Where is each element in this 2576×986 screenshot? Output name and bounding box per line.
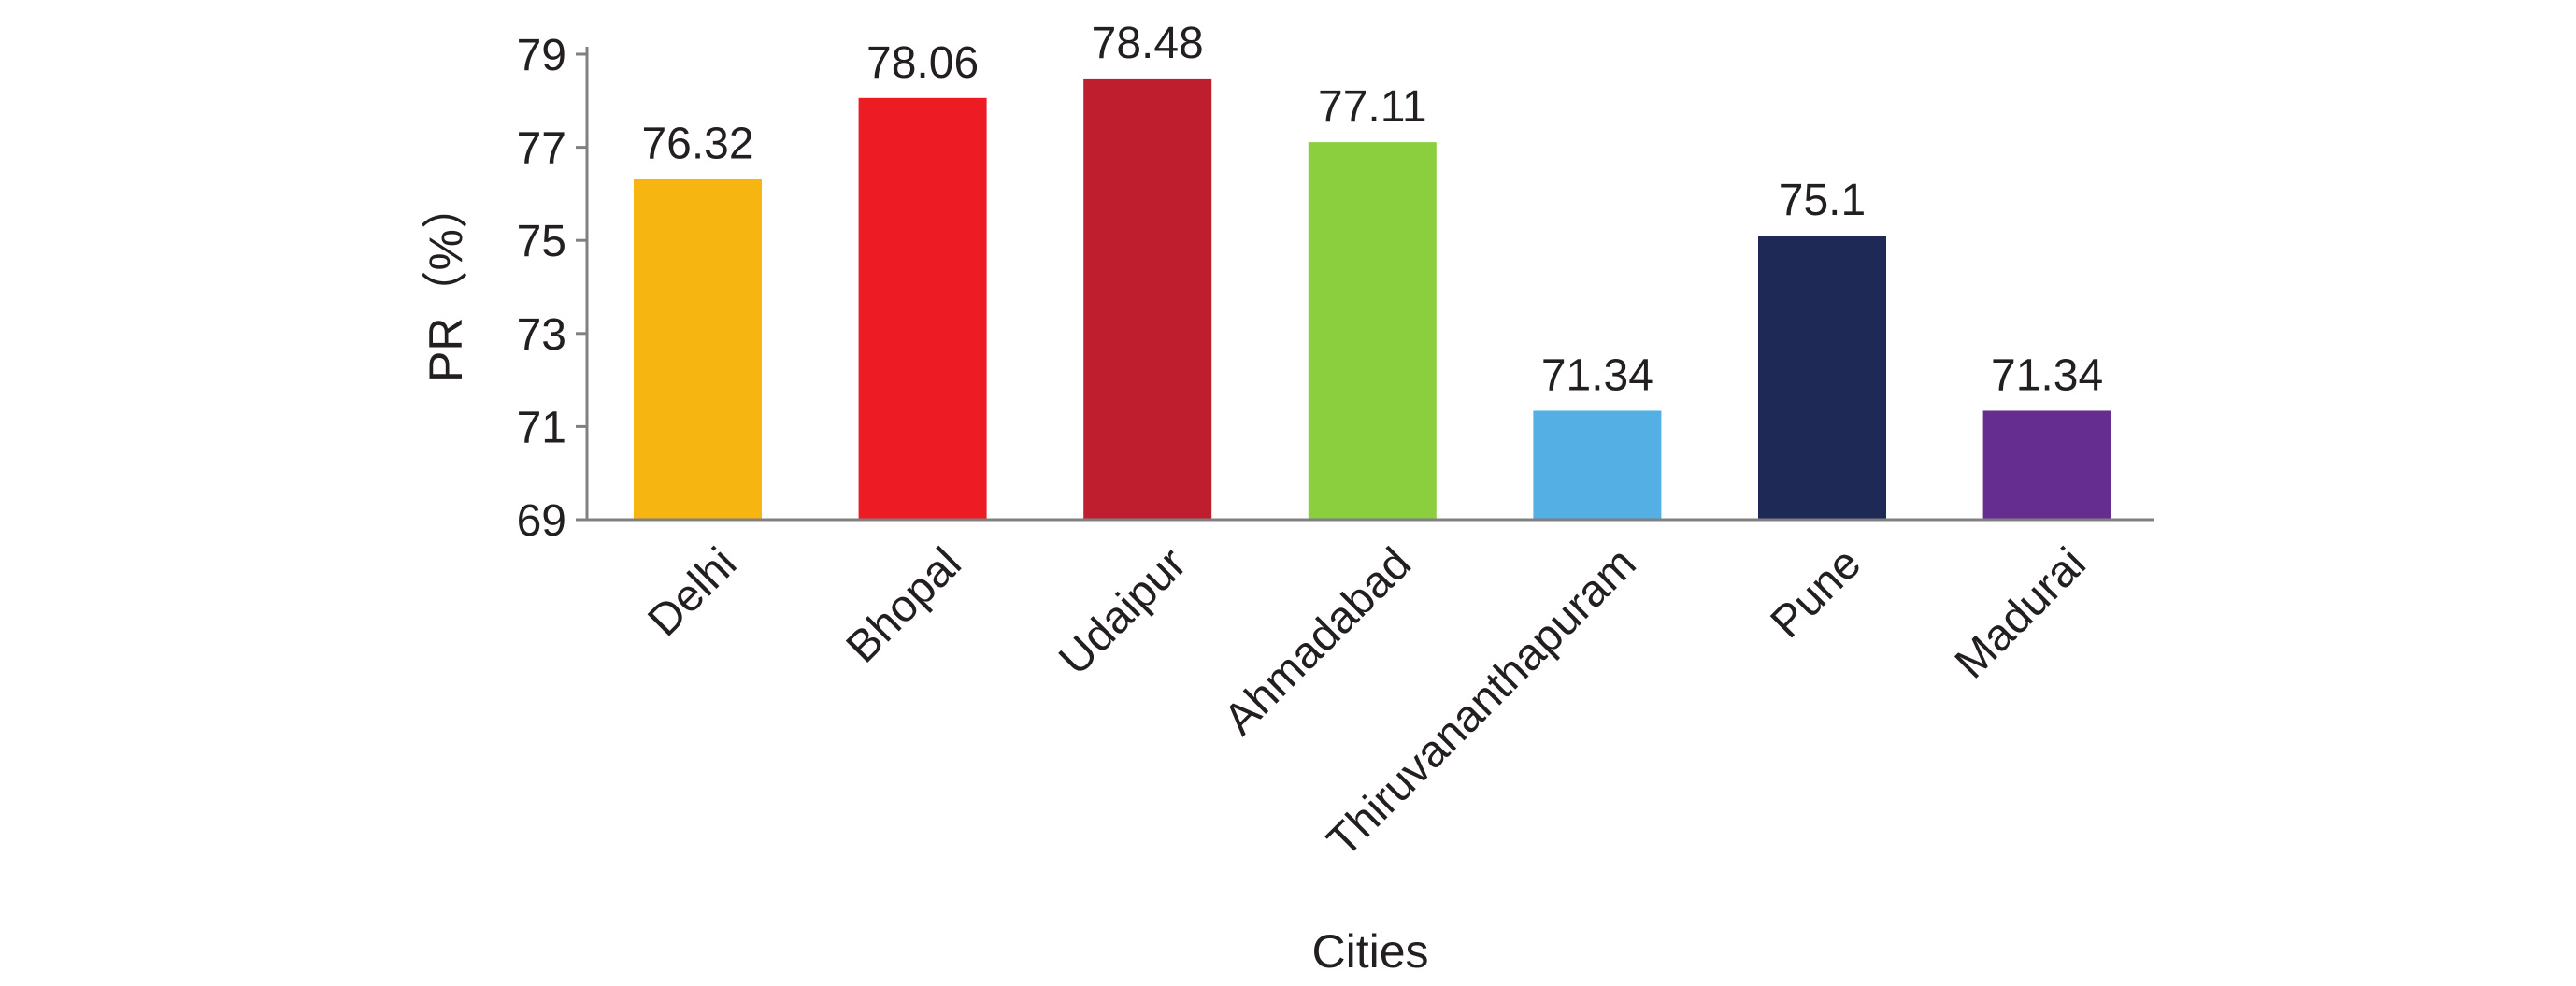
x-labels-layer: Delhi Bhopal Udaipur AhmadabadThiruvanantha… (638, 538, 2095, 866)
bar-udaipur (1083, 78, 1212, 520)
value-label-ahmadabad: 77.11 (1318, 82, 1427, 132)
y-tick-label-77: 77 (517, 124, 566, 174)
category-label-ahmadabad: Ahmadabad (1215, 538, 1422, 745)
value-label-delhi: 76.32 (641, 119, 753, 168)
category-label-madurai: Madurai (1946, 538, 2096, 688)
y-ticks-layer: 69 71 73 75 77 79 (517, 31, 587, 546)
bars-layer (634, 78, 2111, 521)
y-tick-label-75: 75 (517, 217, 566, 266)
category-label-delhi: Delhi (638, 538, 746, 646)
category-label-pune: Pune (1762, 538, 1871, 648)
bar-thiruvananthapuram (1533, 410, 1662, 520)
bar-madurai (1982, 410, 2111, 520)
bar-pune (1758, 236, 1886, 520)
bar-delhi (634, 179, 762, 521)
y-tick-label-73: 73 (517, 310, 566, 360)
value-labels-layer: 76.32 78.06 78.48 77.11 71.34 75.1 71.34 (641, 19, 2103, 401)
value-label-udaipur: 78.48 (1092, 19, 1204, 68)
bar-bhopal (858, 97, 987, 520)
value-label-thiruvananthapuram: 71.34 (1541, 350, 1653, 400)
y-axis-title: PR（%） (420, 182, 472, 382)
value-label-pune: 75.1 (1779, 176, 1866, 225)
value-label-madurai: 71.34 (1991, 350, 2103, 400)
y-tick-label-79: 79 (517, 31, 566, 80)
y-tick-label-69: 69 (517, 496, 566, 546)
x-axis-title: Cities (1311, 925, 1428, 978)
bar-ahmadabad (1308, 142, 1437, 520)
value-label-bhopal: 78.06 (866, 38, 979, 88)
y-tick-label-71: 71 (517, 403, 566, 452)
category-label-udaipur: Udaipur (1050, 538, 1195, 684)
category-label-bhopal: Bhopal (837, 538, 971, 672)
